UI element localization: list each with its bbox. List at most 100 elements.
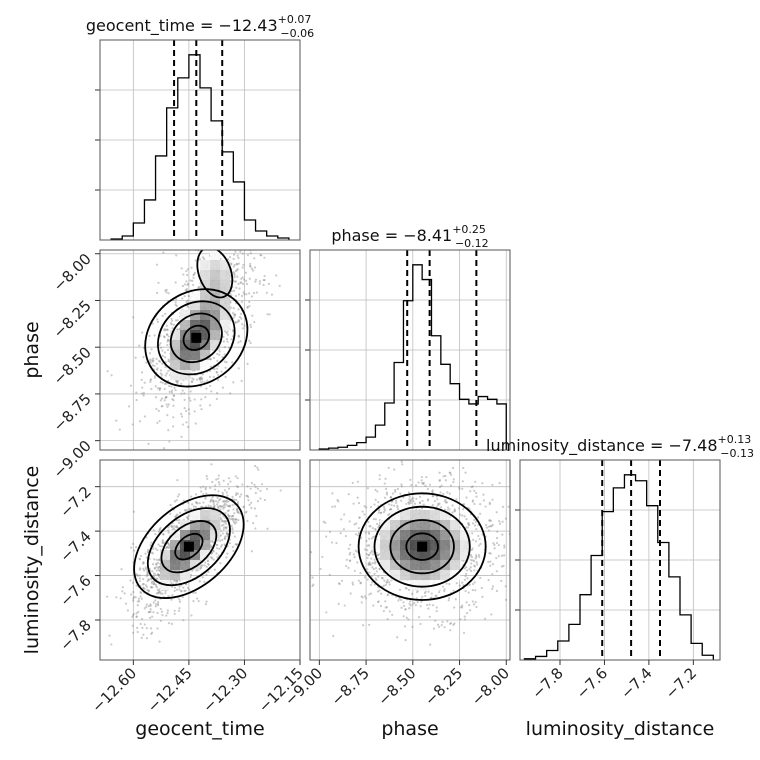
sample-point	[204, 488, 207, 491]
sample-point	[468, 604, 471, 607]
sample-point	[476, 516, 480, 519]
sample-point	[204, 497, 207, 500]
sample-point	[431, 503, 434, 507]
density-cell	[210, 340, 221, 351]
sample-point	[217, 474, 220, 477]
sample-point	[396, 508, 400, 511]
sample-point	[227, 246, 229, 248]
sample-point	[475, 555, 478, 558]
sample-point	[212, 501, 215, 504]
sample-point	[384, 583, 388, 587]
sample-point	[377, 554, 380, 557]
xtick-label-luminosity_distance-1: −7.6	[573, 664, 611, 702]
sample-point	[202, 247, 204, 249]
sample-point	[172, 394, 176, 397]
sample-point	[358, 516, 361, 519]
sample-point	[248, 277, 251, 280]
sample-point	[342, 528, 345, 531]
sample-point	[198, 502, 201, 505]
sample-point	[157, 592, 160, 595]
sample-point	[167, 595, 170, 598]
sample-point	[179, 590, 183, 593]
sample-point	[369, 563, 372, 566]
sample-point	[504, 585, 507, 588]
sample-point	[167, 428, 170, 432]
sample-point	[200, 408, 203, 411]
sample-point	[218, 547, 221, 551]
sample-point	[493, 547, 496, 550]
sample-point	[225, 527, 228, 530]
sample-point	[155, 592, 158, 595]
sample-point	[241, 322, 244, 326]
sample-point	[163, 328, 166, 331]
sample-point	[221, 505, 224, 508]
sample-point	[192, 246, 194, 248]
sample-point	[444, 479, 448, 482]
sample-point	[143, 623, 146, 626]
density-cell	[190, 540, 201, 551]
sample-point	[227, 227, 229, 229]
sample-point	[139, 595, 142, 598]
sample-point	[167, 369, 170, 372]
sample-point	[161, 349, 164, 352]
sample-point	[225, 491, 228, 494]
sample-point	[172, 399, 175, 402]
sample-point	[467, 521, 470, 525]
sample-point	[436, 504, 440, 507]
sample-point	[121, 586, 124, 589]
sample-point	[156, 627, 159, 630]
sample-point	[463, 615, 466, 618]
sample-point	[428, 454, 430, 456]
sample-point	[142, 582, 145, 586]
sample-point	[368, 525, 371, 528]
sample-point	[136, 600, 139, 603]
sample-point	[146, 579, 149, 583]
sample-point	[115, 596, 118, 599]
sample-point	[252, 521, 255, 525]
sample-point	[132, 612, 135, 616]
sample-point	[328, 530, 332, 534]
density-cell	[380, 560, 391, 571]
sample-point	[217, 373, 220, 376]
sample-point	[165, 382, 168, 385]
sample-point	[452, 589, 455, 592]
sample-point	[489, 519, 492, 522]
sample-point	[473, 502, 476, 506]
sample-point	[185, 516, 189, 519]
sample-point	[379, 511, 383, 514]
sample-point	[175, 298, 178, 301]
sample-point	[173, 525, 176, 528]
sample-point	[185, 288, 188, 291]
sample-point	[376, 522, 379, 526]
sample-point	[132, 316, 135, 319]
sample-point	[330, 541, 334, 544]
sample-point	[465, 572, 468, 575]
sample-point	[222, 523, 225, 527]
sample-point	[252, 291, 256, 295]
sample-point	[455, 498, 458, 501]
sample-point	[417, 616, 421, 619]
sample-point	[185, 421, 188, 424]
sample-point	[221, 244, 223, 246]
sample-point	[462, 631, 466, 634]
sample-point	[356, 561, 359, 564]
sample-point	[223, 520, 226, 523]
sample-point	[155, 357, 158, 361]
sample-point	[159, 346, 163, 349]
sample-point	[485, 523, 488, 527]
sample-point	[209, 486, 212, 489]
density-cell	[390, 540, 401, 551]
sample-point	[240, 213, 242, 215]
sample-point	[404, 608, 407, 611]
sample-point	[266, 242, 268, 244]
sample-point	[190, 614, 193, 617]
sample-point	[487, 560, 490, 563]
sample-point	[259, 254, 262, 257]
sample-point	[478, 537, 481, 541]
sample-point	[156, 573, 160, 576]
sample-point	[195, 378, 199, 381]
sample-point	[131, 581, 135, 584]
sample-point	[172, 416, 175, 419]
sample-point	[235, 518, 238, 521]
density-cell	[390, 510, 401, 521]
